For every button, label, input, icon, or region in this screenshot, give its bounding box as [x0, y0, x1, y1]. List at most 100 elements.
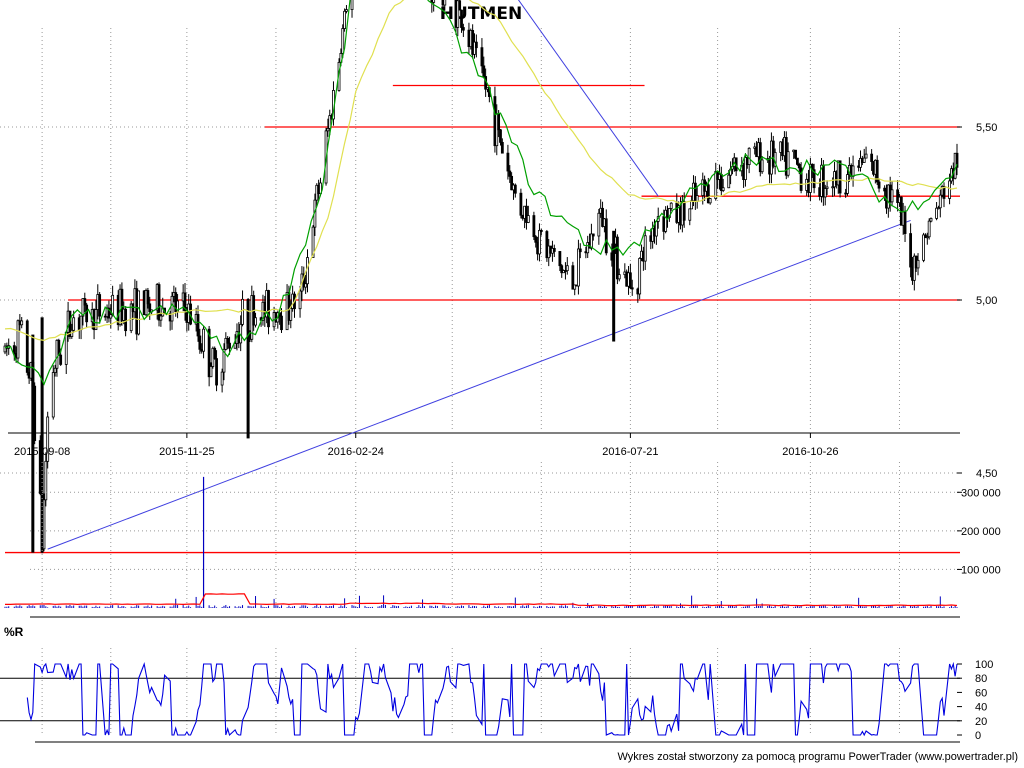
candle-body: [107, 307, 111, 319]
price-y-axis: 4,505,005,506,00: [957, 122, 997, 480]
price-candles: [3, 0, 959, 554]
candle-body: [159, 315, 163, 321]
candle-body: [326, 128, 330, 132]
candle-body: [643, 235, 647, 262]
volume-y-tick-label: 300 000: [961, 487, 1001, 499]
candle-body: [499, 129, 502, 143]
candle-body: [500, 141, 504, 154]
candle-body: [808, 163, 812, 193]
date-tick-label: 2016-07-21: [602, 446, 658, 458]
volume-bars: [4, 476, 958, 608]
candle-body: [890, 189, 894, 203]
volume-y-axis: 100 000 200 000 300 000: [957, 487, 1001, 576]
candle-body: [799, 167, 803, 191]
candle-body: [289, 308, 293, 321]
candle-body: [591, 233, 595, 237]
candle-body: [831, 186, 835, 189]
price-panel: 4,505,005,506,00 2015-09-082015-11-25201…: [0, 0, 997, 554]
price-grid: [0, 28, 960, 474]
williams-r-y-tick-label: 20: [975, 716, 987, 728]
williams-r-label: %R: [4, 625, 24, 639]
candle-body: [506, 152, 510, 172]
williams-r-y-tick-label: 100: [975, 659, 993, 671]
candle-body: [508, 170, 512, 177]
candle-body: [98, 294, 102, 317]
candle-body: [706, 184, 710, 204]
volume-y-tick-label: 200 000: [961, 526, 1001, 538]
candle-body: [862, 157, 866, 163]
candle-body: [79, 315, 83, 331]
candle-body: [797, 164, 801, 169]
candle-body: [209, 366, 213, 378]
candle-body: [929, 218, 933, 222]
candle-body: [695, 195, 699, 202]
candle-body: [612, 230, 616, 342]
candle-body: [220, 371, 224, 386]
trendline: [517, 0, 659, 197]
candle-body: [183, 292, 187, 311]
candle-body: [628, 272, 632, 289]
candle-body: [120, 288, 124, 321]
candle-body: [31, 334, 35, 553]
candle-body: [64, 331, 68, 365]
ma-slow-line: [4, 0, 958, 342]
volume-grid: [30, 462, 960, 618]
date-tick-label: 2015-11-25: [159, 446, 214, 458]
price-y-tick-label: 4,50: [976, 468, 997, 480]
candle-body: [298, 290, 302, 310]
candle-body: [846, 174, 849, 194]
volume-y-tick-label: 100 000: [961, 564, 1001, 576]
candle-body: [341, 28, 345, 54]
candle-body: [825, 186, 829, 189]
date-axis: 2015-09-08 2015-11-25 2016-02-24 2016-07-21…: [14, 433, 839, 458]
candle-body: [721, 187, 725, 191]
candle-body: [938, 194, 942, 209]
candle-body: [617, 274, 621, 280]
candle-body: [838, 160, 842, 194]
williams-r-line: [26, 661, 958, 737]
candle-body: [539, 229, 543, 232]
candle-body: [615, 236, 619, 280]
candle-body: [578, 248, 582, 253]
candle-body: [875, 159, 879, 183]
candle-body: [823, 188, 827, 198]
candle-body: [571, 265, 575, 290]
candle-body: [877, 181, 881, 189]
candle-body: [682, 201, 686, 221]
candle-body: [565, 265, 569, 272]
candle-body: [812, 169, 816, 189]
candle-body: [443, 0, 447, 6]
support-resistance-lines: [5, 84, 960, 554]
candle-body: [552, 248, 556, 252]
williams-r-y-tick-label: 80: [975, 673, 987, 685]
candle-body: [461, 27, 465, 31]
candle-body: [786, 151, 790, 176]
candle-body: [664, 209, 668, 232]
price-y-tick-label: 5,50: [976, 122, 997, 134]
candle-body: [59, 354, 63, 365]
candle-body: [708, 198, 712, 204]
candle-body: [304, 283, 308, 288]
candle-body: [922, 234, 925, 261]
candle-body: [72, 317, 76, 331]
candle-body: [146, 290, 150, 305]
candle-body: [432, 0, 436, 3]
candle-body: [51, 372, 55, 418]
candle-body: [545, 231, 549, 259]
candle-body: [510, 175, 514, 191]
candle-body: [851, 165, 855, 177]
candle-body: [525, 205, 528, 223]
williams-r-grid: [0, 648, 960, 743]
date-tick-label: 2016-10-26: [782, 446, 838, 458]
candle-body: [630, 287, 634, 290]
candle-body: [85, 304, 89, 323]
candle-body: [558, 251, 562, 267]
candle-body: [942, 186, 946, 199]
candle-body: [538, 229, 541, 255]
williams-r-panel: %R 0 20 40 60 80 100: [0, 625, 993, 743]
candle-body: [213, 347, 217, 359]
candle-body: [925, 236, 929, 239]
candle-body: [667, 208, 671, 218]
moving-averages: [4, 0, 958, 386]
candle-body: [714, 171, 718, 199]
